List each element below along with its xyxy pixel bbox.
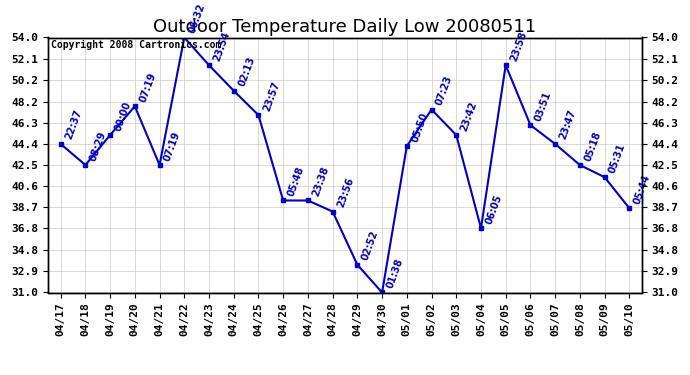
Text: 06:05: 06:05 <box>484 193 504 225</box>
Text: 23:58: 23:58 <box>509 30 529 63</box>
Text: 05:50: 05:50 <box>410 111 430 143</box>
Text: 23:38: 23:38 <box>310 165 331 198</box>
Text: 05:18: 05:18 <box>582 129 602 162</box>
Text: 23:54: 23:54 <box>212 30 232 63</box>
Text: 05:31: 05:31 <box>607 142 627 174</box>
Text: 07:23: 07:23 <box>434 74 454 107</box>
Text: 06:32: 06:32 <box>187 2 207 35</box>
Title: Outdoor Temperature Daily Low 20080511: Outdoor Temperature Daily Low 20080511 <box>153 18 537 36</box>
Text: 23:42: 23:42 <box>459 100 479 132</box>
Text: 23:57: 23:57 <box>262 80 282 112</box>
Text: 05:44: 05:44 <box>632 173 652 206</box>
Text: 23:56: 23:56 <box>335 176 355 209</box>
Text: 03:51: 03:51 <box>533 90 553 122</box>
Text: 22:37: 22:37 <box>63 109 83 141</box>
Text: 00:00: 00:00 <box>113 100 133 132</box>
Text: 02:52: 02:52 <box>360 230 380 262</box>
Text: 08:29: 08:29 <box>88 129 108 162</box>
Text: 05:48: 05:48 <box>286 165 306 198</box>
Text: 07:19: 07:19 <box>162 130 182 162</box>
Text: Copyright 2008 Cartronics.com: Copyright 2008 Cartronics.com <box>51 40 221 50</box>
Text: 02:13: 02:13 <box>237 56 257 88</box>
Text: 23:47: 23:47 <box>558 109 578 141</box>
Text: 01:38: 01:38 <box>385 257 405 290</box>
Text: 07:19: 07:19 <box>137 71 157 104</box>
